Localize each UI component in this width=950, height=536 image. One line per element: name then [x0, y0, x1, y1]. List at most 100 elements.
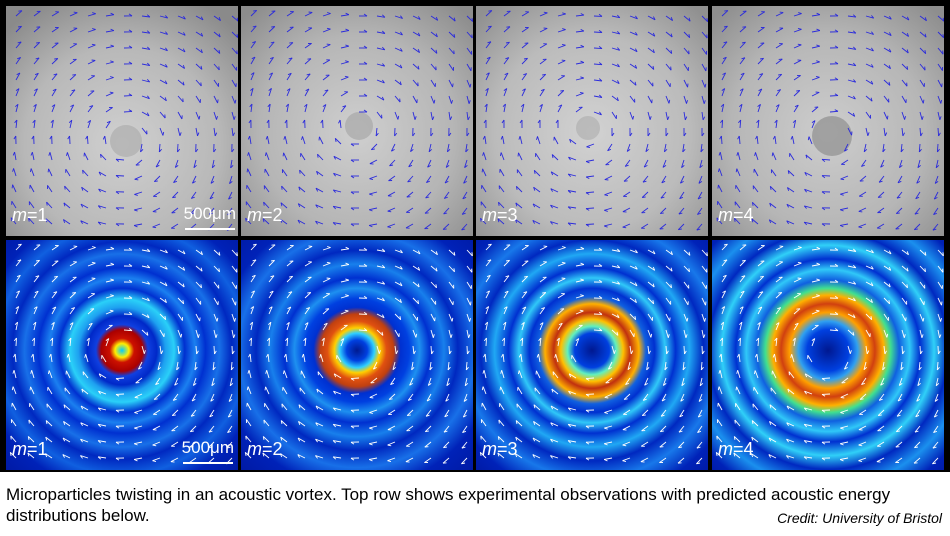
flow-arrowhead	[418, 16, 421, 20]
flow-arrow	[250, 41, 257, 49]
flow-arrow	[463, 393, 468, 402]
flow-arrowhead	[896, 212, 900, 215]
flow-arrow	[195, 79, 202, 87]
flow-arrow	[811, 45, 820, 49]
flow-arrow	[752, 201, 759, 209]
flow-arrow	[394, 31, 403, 36]
flow-arrowhead	[445, 399, 449, 402]
flow-arrow	[51, 88, 57, 97]
flow-arrow	[933, 191, 939, 200]
flow-arrow	[69, 307, 76, 315]
flow-arrow	[177, 95, 184, 103]
flow-arrow	[683, 265, 690, 273]
flow-arrow	[611, 345, 615, 354]
flow-arrow	[465, 143, 468, 152]
flow-arrow	[87, 338, 90, 347]
flow-arrowhead	[435, 49, 438, 54]
flow-arrowhead	[29, 168, 32, 173]
flow-arrow	[575, 248, 584, 251]
flow-arrow	[568, 173, 577, 177]
flow-arrowhead	[48, 353, 52, 358]
flow-arrowhead	[304, 322, 309, 325]
flow-arrow	[430, 95, 435, 104]
flow-arrow	[298, 404, 306, 411]
flow-arrow	[937, 47, 944, 55]
flow-arrow	[863, 143, 867, 152]
flow-arrow	[263, 419, 270, 427]
flow-arrow	[775, 120, 778, 129]
flow-arrowhead	[616, 30, 621, 35]
flow-arrow	[394, 79, 402, 86]
flow-arrowhead	[263, 202, 265, 206]
flow-arrowhead	[165, 31, 168, 35]
flow-arrow	[586, 143, 595, 148]
flow-arrow	[659, 223, 667, 230]
flow-arrowhead	[84, 354, 87, 358]
flow-arrow	[919, 47, 927, 55]
flow-arrowhead	[399, 81, 402, 86]
flow-arrow	[916, 175, 921, 184]
flow-arrow	[213, 63, 220, 71]
flow-arrowhead	[70, 104, 74, 107]
flow-arrowhead	[506, 26, 511, 28]
flow-arrow	[250, 259, 257, 267]
flow-arrow	[625, 377, 631, 385]
flow-arrowhead	[665, 132, 669, 137]
flow-arrowhead	[264, 152, 267, 157]
flow-arrowhead	[499, 152, 502, 157]
flow-arrow	[369, 191, 378, 195]
flow-arrowhead	[399, 64, 403, 69]
flow-arrowhead	[162, 131, 165, 136]
flow-arrow	[87, 60, 96, 65]
flow-arrow	[137, 361, 143, 370]
flow-arrow	[370, 377, 378, 384]
flow-arrowhead	[942, 34, 944, 38]
flow-arrowhead	[86, 337, 90, 342]
flow-arrow	[245, 201, 252, 209]
flow-arrow	[865, 79, 874, 85]
flow-arrow	[919, 329, 923, 338]
flow-arrow	[883, 313, 889, 321]
flow-arrow	[286, 88, 291, 97]
flow-arrowhead	[479, 452, 482, 456]
flow-arrowhead	[467, 116, 471, 121]
flow-arrow	[424, 457, 432, 463]
flow-arrow	[15, 259, 22, 267]
flow-arrowhead	[417, 32, 421, 37]
flow-arrow	[683, 63, 689, 71]
flow-arrow	[177, 79, 185, 86]
flow-arrow	[394, 265, 403, 270]
flow-arrow	[629, 297, 637, 303]
flow-arrowhead	[453, 268, 455, 272]
flow-arrowhead	[27, 452, 30, 457]
flow-arrow	[683, 297, 689, 306]
flow-arrow	[786, 455, 795, 459]
flow-arrowhead	[663, 383, 667, 386]
flow-arrowhead	[858, 210, 863, 213]
flow-arrowhead	[755, 135, 758, 140]
flow-arrowhead	[634, 64, 638, 69]
flow-arrowhead	[790, 354, 793, 358]
flow-arrow	[33, 275, 40, 283]
flow-arrow	[51, 120, 54, 129]
flow-arrow	[195, 95, 201, 103]
flow-arrow	[571, 354, 577, 363]
flow-arrow	[499, 403, 505, 411]
flow-arrow	[299, 169, 306, 177]
flow-arrow	[315, 438, 324, 443]
flow-arrowhead	[447, 366, 451, 371]
flow-arrow	[811, 61, 820, 65]
flow-arrow	[604, 393, 613, 398]
flow-arrow	[69, 43, 78, 49]
flow-arrowhead	[941, 301, 943, 306]
flow-arrowhead	[71, 89, 76, 92]
flow-arrow	[568, 423, 577, 427]
flow-arrow	[611, 15, 620, 19]
flow-arrow	[231, 329, 235, 338]
flow-arrowhead	[105, 338, 110, 341]
flow-arrow	[213, 313, 218, 322]
flow-arrowhead	[48, 152, 51, 156]
flow-arrow	[937, 15, 944, 22]
flow-arrowhead	[363, 328, 368, 332]
flow-arrowhead	[611, 132, 615, 137]
